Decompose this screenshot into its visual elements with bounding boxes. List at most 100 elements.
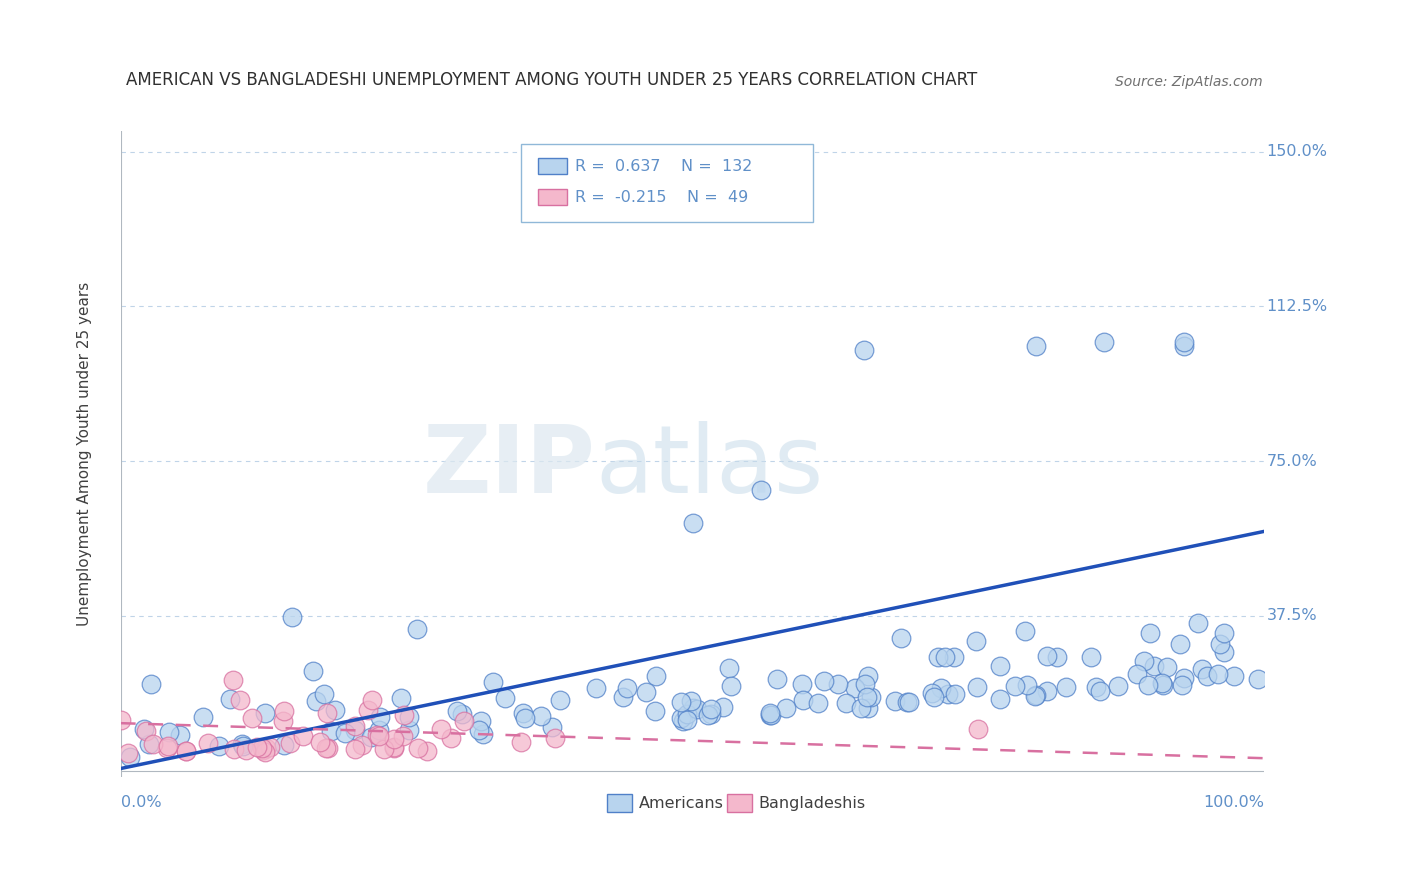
Point bbox=[281, 610, 304, 624]
Text: 75.0%: 75.0% bbox=[1267, 454, 1317, 468]
Point bbox=[682, 516, 704, 530]
Point bbox=[855, 690, 877, 705]
Point bbox=[544, 731, 567, 745]
Point bbox=[156, 739, 179, 754]
Text: 112.5%: 112.5% bbox=[1267, 299, 1327, 314]
Point bbox=[361, 693, 384, 707]
Point bbox=[790, 677, 813, 691]
Point bbox=[169, 728, 191, 742]
Point bbox=[896, 695, 918, 709]
Point bbox=[325, 703, 347, 717]
Point bbox=[315, 706, 337, 720]
Text: ZIP: ZIP bbox=[422, 421, 595, 513]
Point bbox=[758, 706, 780, 720]
Point bbox=[357, 703, 380, 717]
Point bbox=[222, 742, 245, 756]
Point bbox=[174, 744, 197, 758]
Point bbox=[644, 704, 666, 718]
Bar bbox=[538, 158, 567, 175]
Point bbox=[240, 711, 263, 725]
Point bbox=[343, 742, 366, 756]
Point bbox=[669, 711, 692, 725]
Point bbox=[1090, 683, 1112, 698]
Point bbox=[132, 722, 155, 736]
Point bbox=[856, 669, 879, 683]
Point bbox=[222, 673, 245, 687]
Point bbox=[1152, 678, 1174, 692]
Point bbox=[1107, 679, 1129, 693]
Point bbox=[482, 675, 505, 690]
Text: 37.5%: 37.5% bbox=[1267, 608, 1317, 624]
Point bbox=[530, 709, 553, 723]
Point bbox=[138, 737, 160, 751]
Point bbox=[405, 622, 427, 636]
Point bbox=[1156, 660, 1178, 674]
Point bbox=[1246, 672, 1268, 686]
Point bbox=[219, 692, 242, 706]
Text: Unemployment Among Youth under 25 years: Unemployment Among Youth under 25 years bbox=[76, 282, 91, 626]
Point bbox=[231, 737, 253, 751]
Point bbox=[1025, 688, 1047, 702]
Text: Bangladeshis: Bangladeshis bbox=[759, 796, 866, 811]
Point bbox=[156, 741, 179, 756]
Point bbox=[676, 714, 699, 728]
Point bbox=[813, 673, 835, 688]
Point bbox=[392, 708, 415, 723]
Text: R =  0.637    N =  132: R = 0.637 N = 132 bbox=[575, 159, 752, 174]
Point bbox=[883, 694, 905, 708]
Point bbox=[392, 729, 415, 743]
Point bbox=[1126, 667, 1149, 681]
Point bbox=[612, 690, 634, 704]
Point bbox=[494, 691, 516, 706]
Point bbox=[384, 731, 406, 746]
Point bbox=[942, 650, 965, 665]
Point bbox=[350, 738, 373, 752]
Point bbox=[159, 724, 181, 739]
Point bbox=[1080, 650, 1102, 665]
Point bbox=[467, 723, 489, 738]
Point bbox=[921, 686, 943, 700]
Point bbox=[938, 687, 960, 701]
Point bbox=[720, 679, 742, 693]
Point bbox=[343, 723, 366, 737]
Point bbox=[232, 739, 254, 754]
Text: Americans: Americans bbox=[638, 796, 724, 811]
Point bbox=[616, 681, 638, 696]
Point bbox=[541, 720, 564, 734]
Point bbox=[856, 701, 879, 715]
Point bbox=[759, 708, 782, 723]
Point bbox=[1206, 667, 1229, 681]
Point bbox=[315, 741, 337, 756]
Point bbox=[890, 631, 912, 645]
Point bbox=[253, 746, 276, 760]
Point bbox=[645, 669, 668, 683]
Point bbox=[451, 707, 474, 722]
Point bbox=[1036, 649, 1059, 664]
Point bbox=[844, 681, 866, 695]
Point bbox=[1014, 624, 1036, 638]
Point bbox=[208, 739, 231, 754]
Point bbox=[988, 659, 1011, 673]
Point bbox=[513, 711, 536, 725]
Point bbox=[1197, 669, 1219, 683]
Text: AMERICAN VS BANGLADESHI UNEMPLOYMENT AMONG YOUTH UNDER 25 YEARS CORRELATION CHAR: AMERICAN VS BANGLADESHI UNEMPLOYMENT AMO… bbox=[127, 71, 977, 89]
Point bbox=[382, 739, 405, 754]
Point bbox=[366, 728, 388, 742]
Point bbox=[922, 690, 945, 705]
Point bbox=[1054, 680, 1077, 694]
Point bbox=[1173, 334, 1195, 349]
Point bbox=[686, 702, 709, 716]
Point bbox=[966, 681, 988, 695]
Point bbox=[360, 730, 382, 744]
Point bbox=[1017, 678, 1039, 692]
Point bbox=[835, 696, 858, 710]
Point bbox=[749, 483, 772, 497]
Point bbox=[682, 701, 704, 715]
Point bbox=[389, 690, 412, 705]
Bar bbox=[607, 794, 631, 813]
Point bbox=[271, 714, 294, 728]
Point bbox=[1191, 663, 1213, 677]
Point bbox=[1046, 650, 1069, 665]
Point bbox=[965, 634, 987, 648]
Point bbox=[988, 692, 1011, 706]
